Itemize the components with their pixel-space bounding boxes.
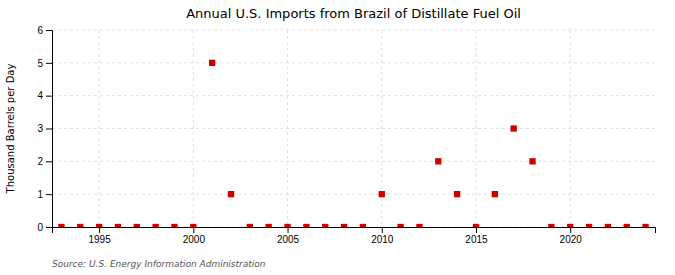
chart-container: 1995 2000 2005 2010 2015 2020 0 1 2 3 4 5 6 Annual U.… [0,0,675,275]
x-tick-label: 2000 [183,234,206,245]
point [152,224,158,227]
y-tick-label: 2 [37,156,43,167]
point [567,224,573,227]
point [416,224,422,227]
x-grid-line [475,30,476,227]
point [115,224,121,227]
point [586,224,592,227]
point [548,224,554,227]
y-grid-line [52,161,655,162]
x-tick: 2005 [277,227,300,245]
x-grid-line [193,30,194,227]
source-note: Source: U.S. Energy Information Administ… [52,259,266,269]
x-grid-line [381,30,382,227]
point [529,158,535,164]
y-tick: 0 [37,222,52,233]
x-tick-label: 2010 [371,234,394,245]
y-tick: 6 [37,25,52,36]
point [435,158,441,164]
y-axis-line [46,31,53,228]
point [397,224,403,227]
x-grid-line [570,30,571,227]
y-tick: 3 [37,123,52,134]
x-tick: 2015 [465,227,488,245]
point [605,224,611,227]
y-tick-label: 3 [37,123,43,134]
y-tick-mark [46,30,52,31]
point [171,224,177,227]
x-axis: 1995 2000 2005 2010 2015 2020 [53,227,656,245]
y-tick-label: 6 [37,25,43,36]
x-tick-label: 2020 [560,234,583,245]
point [379,191,385,197]
point [209,60,215,66]
chart-svg: 1995 2000 2005 2010 2015 2020 0 1 2 3 4 5 6 Annual U.… [0,0,675,275]
y-tick-label: 1 [37,189,43,200]
y-tick-mark [46,63,52,64]
y-tick: 2 [37,156,52,167]
y-tick: 4 [37,90,52,101]
x-tick: 2000 [183,227,206,245]
x-tick-mark [570,227,571,233]
y-grid-line [52,128,655,129]
point [266,224,272,227]
point [190,224,196,227]
point [642,224,648,227]
point [247,224,253,227]
title: Annual U.S. Imports from Brazil of Disti… [186,6,521,21]
x-tick-mark [382,227,383,233]
point [96,224,102,227]
y-tick-mark [46,129,52,130]
y-tick-mark [46,227,52,228]
x-tick-mark [99,227,100,233]
point [492,191,498,197]
y-tick-mark [46,96,52,97]
points [58,60,648,227]
point [322,224,328,227]
x-tick-mark [288,227,289,233]
x-tick: 2010 [371,227,394,245]
x-tick-mark [476,227,477,233]
x-tick-label: 2005 [277,234,300,245]
y-grid-line [52,95,655,96]
x-tick: 1995 [88,227,111,245]
y-grid-line [52,194,655,195]
y-axis: 0 1 2 3 4 5 6 [37,25,52,233]
x-tick-label: 2015 [465,234,488,245]
point [58,224,64,227]
point [360,224,366,227]
grid [52,30,655,227]
y-tick-label: 5 [37,58,43,69]
y-axis-title: Thousand Barrels per Day [5,64,16,195]
point [473,224,479,227]
x-axis-line [53,228,656,234]
point [134,224,140,227]
x-tick: 2020 [560,227,583,245]
point [454,191,460,197]
point [303,224,309,227]
y-tick-mark [46,194,52,195]
point [341,224,347,227]
x-grid-line [99,30,100,227]
y-grid-line [52,30,655,31]
x-tick-mark [193,227,194,233]
point [77,224,83,227]
y-tick-label: 0 [37,222,43,233]
point [511,125,517,131]
y-grid-line [52,62,655,63]
point [284,224,290,227]
y-tick: 5 [37,58,52,69]
x-grid-line [287,30,288,227]
x-tick-label: 1995 [88,234,111,245]
y-tick-label: 4 [37,90,43,101]
y-tick-mark [46,161,52,162]
point [228,191,234,197]
point [624,224,630,227]
plot-area: 1995 2000 2005 2010 2015 2020 0 1 2 3 4 5 6 [37,25,655,245]
y-tick: 1 [37,189,52,200]
